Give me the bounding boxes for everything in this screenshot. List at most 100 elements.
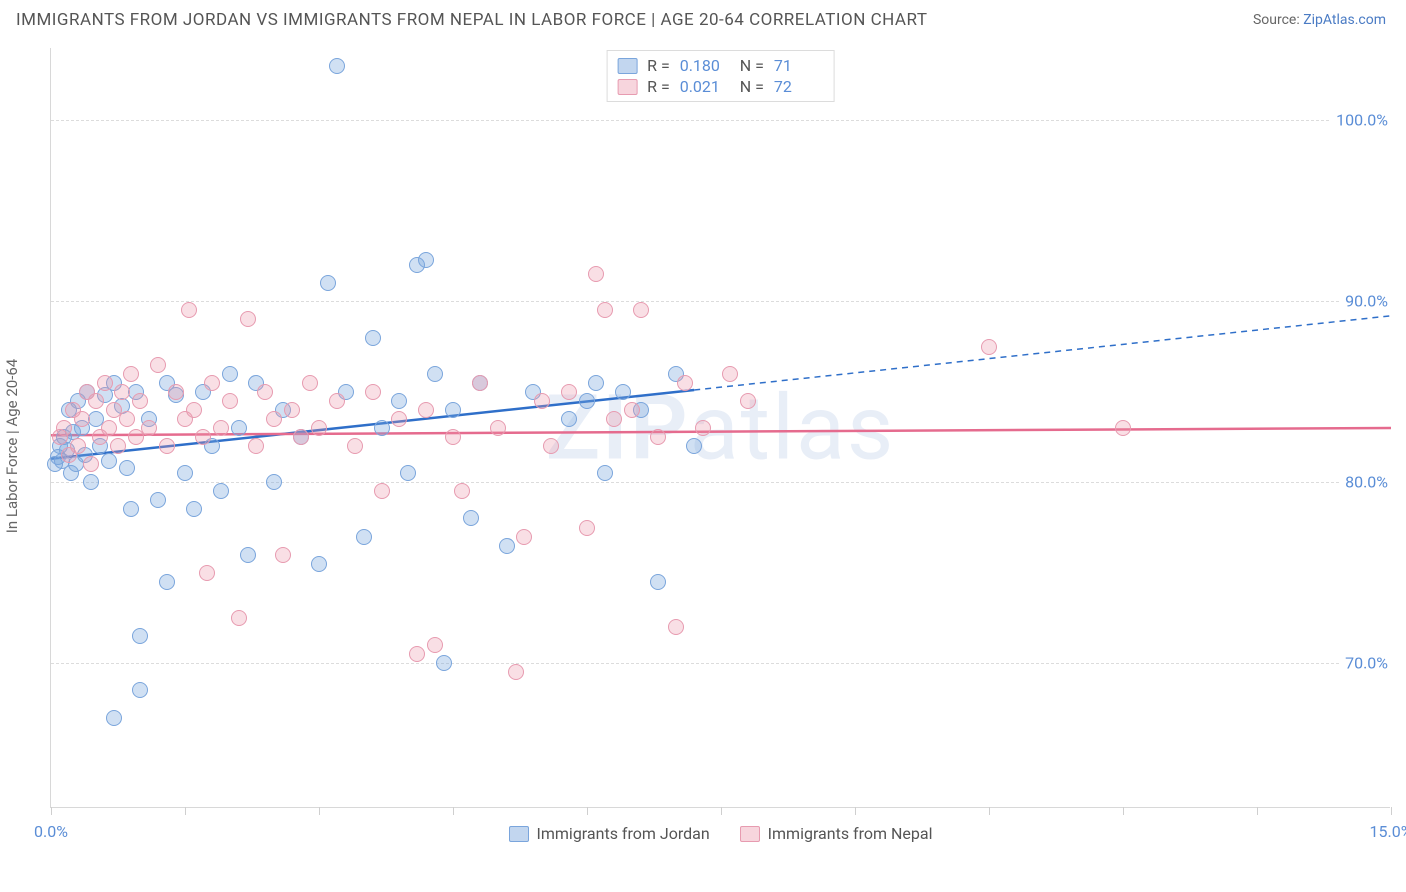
scatter-point-nepal — [132, 393, 148, 409]
scatter-point-nepal — [195, 429, 211, 445]
scatter-point-nepal — [418, 402, 434, 418]
scatter-point-nepal — [70, 438, 86, 454]
scatter-point-jordan — [463, 510, 479, 526]
swatch-jordan-icon — [509, 826, 529, 842]
scatter-point-jordan — [123, 501, 139, 517]
gridline-h — [51, 482, 1394, 483]
scatter-point-jordan — [391, 393, 407, 409]
x-tick — [185, 807, 186, 815]
scatter-point-jordan — [177, 465, 193, 481]
x-tick — [51, 807, 52, 815]
scatter-point-jordan — [329, 58, 345, 74]
scatter-point-nepal — [695, 420, 711, 436]
scatter-point-nepal — [123, 366, 139, 382]
scatter-point-jordan — [650, 574, 666, 590]
scatter-point-nepal — [543, 438, 559, 454]
scatter-point-nepal — [302, 375, 318, 391]
scatter-point-jordan — [579, 393, 595, 409]
x-tick — [989, 807, 990, 815]
trend-line-nepal — [51, 428, 1391, 435]
scatter-point-nepal — [110, 438, 126, 454]
scatter-point-jordan — [213, 483, 229, 499]
x-tick — [319, 807, 320, 815]
scatter-point-nepal — [534, 393, 550, 409]
scatter-point-jordan — [400, 465, 416, 481]
scatter-point-nepal — [199, 565, 215, 581]
swatch-nepal — [617, 79, 637, 95]
legend-row-nepal: R = 0.021 N = 72 — [617, 76, 824, 97]
scatter-point-nepal — [597, 302, 613, 318]
source-credit: Source: ZipAtlas.com — [1253, 12, 1386, 28]
scatter-point-nepal — [150, 357, 166, 373]
scatter-point-jordan — [588, 375, 604, 391]
scatter-point-nepal — [114, 384, 130, 400]
gridline-h — [51, 663, 1394, 664]
scatter-point-jordan — [320, 275, 336, 291]
scatter-point-nepal — [231, 610, 247, 626]
r-value-jordan: 0.180 — [680, 56, 730, 75]
y-tick-label: 90.0% — [1339, 292, 1394, 311]
scatter-point-nepal — [722, 366, 738, 382]
scatter-point-nepal — [668, 619, 684, 635]
scatter-point-nepal — [222, 393, 238, 409]
scatter-point-nepal — [650, 429, 666, 445]
r-value-nepal: 0.021 — [680, 77, 730, 96]
scatter-point-nepal — [633, 302, 649, 318]
y-tick-label: 70.0% — [1339, 654, 1394, 673]
source-prefix: Source: — [1253, 12, 1303, 28]
y-tick-label: 80.0% — [1339, 473, 1394, 492]
scatter-point-jordan — [418, 252, 434, 268]
scatter-point-nepal — [240, 311, 256, 327]
scatter-point-nepal — [365, 384, 381, 400]
chart-plot-area: ZIPatlas R = 0.180 N = 71 R = 0.021 N = … — [50, 48, 1390, 808]
scatter-point-nepal — [275, 547, 291, 563]
scatter-point-jordan — [119, 460, 135, 476]
scatter-point-nepal — [88, 393, 104, 409]
scatter-point-jordan — [365, 330, 381, 346]
scatter-point-jordan — [445, 402, 461, 418]
scatter-point-nepal — [257, 384, 273, 400]
correlation-legend: R = 0.180 N = 71 R = 0.021 N = 72 — [606, 50, 835, 102]
x-tick — [1391, 807, 1392, 815]
scatter-point-nepal — [168, 384, 184, 400]
scatter-point-nepal — [347, 438, 363, 454]
x-tick — [587, 807, 588, 815]
scatter-point-nepal — [248, 438, 264, 454]
n-value-jordan: 71 — [774, 56, 824, 75]
scatter-point-nepal — [391, 411, 407, 427]
y-axis-label: In Labor Force | Age 20-64 — [3, 359, 21, 533]
scatter-point-nepal — [561, 384, 577, 400]
scatter-point-nepal — [213, 420, 229, 436]
scatter-point-jordan — [686, 438, 702, 454]
scatter-point-jordan — [499, 538, 515, 554]
scatter-point-nepal — [56, 420, 72, 436]
scatter-point-nepal — [1115, 420, 1131, 436]
swatch-nepal-icon — [740, 826, 760, 842]
r-label: R = — [647, 56, 670, 75]
scatter-point-nepal — [181, 302, 197, 318]
trend-lines-svg — [51, 48, 1390, 807]
scatter-point-jordan — [150, 492, 166, 508]
scatter-point-nepal — [508, 664, 524, 680]
x-tick — [855, 807, 856, 815]
scatter-point-jordan — [132, 628, 148, 644]
scatter-point-nepal — [454, 483, 470, 499]
scatter-point-jordan — [83, 474, 99, 490]
scatter-point-jordan — [266, 474, 282, 490]
scatter-point-nepal — [677, 375, 693, 391]
source-link[interactable]: ZipAtlas.com — [1303, 12, 1386, 28]
scatter-point-nepal — [119, 411, 135, 427]
scatter-point-jordan — [101, 453, 117, 469]
legend-item-nepal: Immigrants from Nepal — [740, 824, 933, 843]
x-tick-label: 15.0% — [1370, 822, 1406, 841]
swatch-jordan — [617, 58, 637, 74]
scatter-point-jordan — [597, 465, 613, 481]
legend-label-jordan: Immigrants from Jordan — [537, 824, 710, 843]
scatter-point-nepal — [981, 339, 997, 355]
scatter-point-nepal — [74, 411, 90, 427]
scatter-point-nepal — [374, 483, 390, 499]
scatter-point-nepal — [101, 420, 117, 436]
scatter-point-nepal — [409, 646, 425, 662]
scatter-point-jordan — [231, 420, 247, 436]
scatter-point-nepal — [427, 637, 443, 653]
